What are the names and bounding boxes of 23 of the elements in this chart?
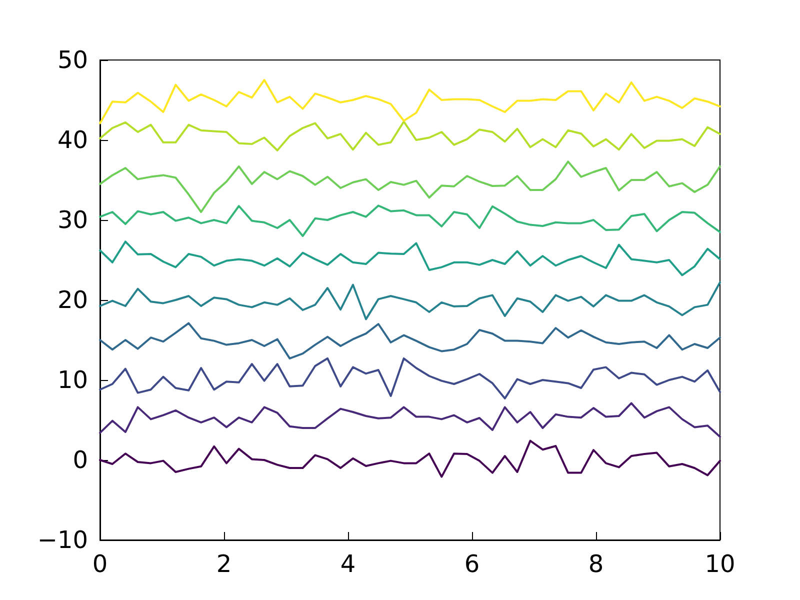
line-series xyxy=(99,79,721,124)
x-tick-label: 4 xyxy=(340,550,356,578)
x-tick-label: 6 xyxy=(464,550,480,578)
line-series xyxy=(99,322,721,360)
line-series xyxy=(99,240,721,276)
x-tick-label: 2 xyxy=(216,550,232,578)
y-tick-label: −10 xyxy=(37,526,88,554)
y-tick-label: 50 xyxy=(57,46,88,74)
line-series xyxy=(99,120,721,152)
y-tick-label: 20 xyxy=(57,286,88,314)
y-tick-label: 30 xyxy=(57,206,88,234)
x-tick-label: 8 xyxy=(588,550,604,578)
y-tick-label: 0 xyxy=(72,446,88,474)
y-tick-label: 10 xyxy=(57,366,88,394)
line-series xyxy=(99,402,721,438)
line-series xyxy=(99,440,721,478)
line-series xyxy=(99,160,721,213)
x-tick-label: 0 xyxy=(92,550,108,578)
x-tick-label: 10 xyxy=(704,550,736,578)
line-series xyxy=(99,204,721,237)
line-series xyxy=(99,357,721,400)
line-series xyxy=(99,281,721,320)
y-tick-label: 40 xyxy=(57,126,88,154)
